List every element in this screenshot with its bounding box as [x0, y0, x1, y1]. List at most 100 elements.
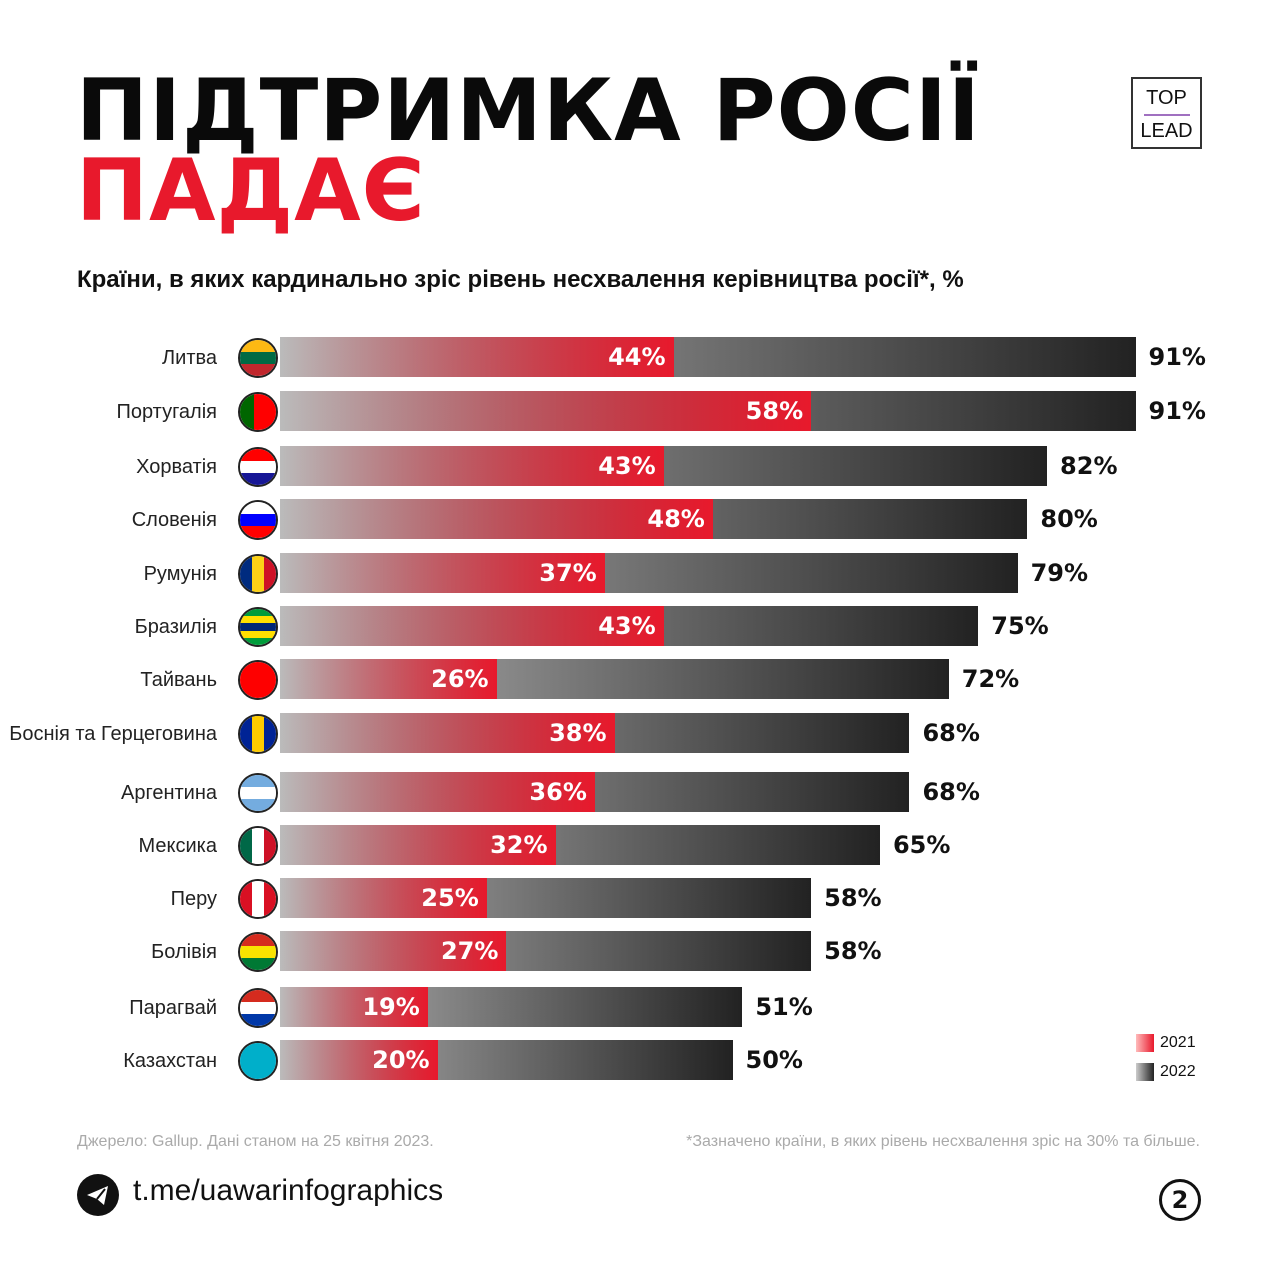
source-note: Джерело: Gallup. Дані станом на 25 квітн…	[77, 1133, 434, 1150]
legend-2022: 2022	[1136, 1063, 1196, 1081]
value-label-2022: 79%	[1030, 559, 1089, 587]
flag-icon	[238, 607, 278, 647]
value-label-2022: 65%	[892, 831, 951, 859]
legend-label: 2022	[1160, 1063, 1196, 1081]
flag-icon	[238, 500, 278, 540]
flag-icon	[238, 447, 278, 487]
logo-divider	[1143, 114, 1190, 116]
bar-row: Тайвань 26% 72%	[0, 659, 1279, 701]
bar-row: Хорватія 43% 82%	[0, 446, 1279, 488]
value-label-2021: 38%	[549, 719, 607, 747]
bar-2021	[280, 772, 595, 812]
value-label-2022: 68%	[922, 719, 980, 747]
flag-icon	[238, 714, 278, 754]
flag-icon	[238, 338, 278, 378]
bar-2021	[280, 659, 497, 699]
value-label-2021: 36%	[529, 778, 587, 806]
footnote: *Зазначено країни, в яких рівень несхвал…	[686, 1133, 1200, 1150]
country-label: Перу	[170, 888, 217, 910]
bar-2021	[280, 1040, 438, 1080]
bar-row: Бразилія 43% 75%	[0, 606, 1279, 648]
value-label-2021: 43%	[598, 452, 656, 480]
country-label: Казахстан	[123, 1050, 217, 1072]
page-number: 2	[1159, 1179, 1201, 1221]
bar-row: Словенія 48% 80%	[0, 499, 1279, 541]
bar-2021	[280, 499, 713, 539]
chart-title: Країни, в яких кардинально зріс рівень н…	[77, 266, 964, 293]
flag-icon	[238, 932, 278, 972]
value-label-2021: 44%	[608, 343, 666, 371]
country-label: Румунія	[143, 563, 217, 585]
value-label-2022: 75%	[991, 612, 1049, 640]
value-label-2021: 25%	[421, 884, 479, 912]
flag-icon	[238, 826, 278, 866]
title-line-2: ПАДАЄ	[76, 141, 426, 241]
bar-2021	[280, 878, 487, 918]
country-label: Литва	[162, 347, 217, 369]
value-label-2021: 32%	[490, 831, 548, 859]
bar-row: Болівія 27% 58%	[0, 931, 1279, 973]
country-label: Бразилія	[134, 616, 217, 638]
title-line-1: ПІДТРИМКА РОСІЇ	[76, 61, 981, 161]
country-label: Португалія	[116, 401, 218, 423]
bar-row: Аргентина 36% 68%	[0, 772, 1279, 814]
legend-label: 2021	[1160, 1034, 1196, 1052]
country-label: Тайвань	[140, 669, 217, 691]
value-label-2022: 80%	[1040, 505, 1098, 533]
bar-row: Румунія 37% 79%	[0, 553, 1279, 595]
flag-icon	[238, 988, 278, 1028]
bar-2021	[280, 987, 428, 1027]
bar-row: Перу 25% 58%	[0, 878, 1279, 920]
value-label-2022: 91%	[1148, 397, 1206, 425]
flag-icon	[238, 554, 278, 594]
value-label-2021: 58%	[745, 397, 804, 425]
country-label: Хорватія	[136, 456, 217, 478]
flag-icon	[238, 660, 278, 700]
value-label-2022: 91%	[1148, 343, 1206, 371]
bar-2021	[280, 337, 674, 377]
bar-2021	[280, 606, 664, 646]
top-lead-logo: TOP LEAD	[1131, 77, 1202, 149]
flag-icon	[238, 1041, 278, 1081]
legend-swatch-2022	[1136, 1063, 1154, 1081]
legend-2021: 2021	[1136, 1034, 1196, 1052]
value-label-2022: 50%	[745, 1046, 803, 1074]
bar-2021	[280, 931, 507, 971]
telegram-link[interactable]: t.me/uawarinfographics	[133, 1174, 444, 1207]
bar-2021	[280, 391, 812, 431]
bar-2021	[280, 553, 605, 593]
logo-bottom: LEAD	[1140, 120, 1193, 142]
flag-icon	[238, 773, 278, 813]
flag-icon	[238, 392, 278, 432]
flag-icon	[238, 879, 278, 919]
value-label-2021: 43%	[598, 612, 656, 640]
bar-row: Литва 44% 91%	[0, 337, 1279, 379]
value-label-2022: 51%	[755, 993, 813, 1021]
value-label-2021: 48%	[647, 505, 705, 533]
country-label: Словенія	[131, 509, 217, 531]
value-label-2022: 82%	[1060, 452, 1118, 480]
value-label-2021: 27%	[440, 937, 499, 965]
bar-row: Мексика 32% 65%	[0, 825, 1279, 867]
bar-row: Португалія 58% 91%	[0, 391, 1279, 433]
bar-row: Боснія та Герцеговина 38% 68%	[0, 713, 1279, 755]
country-label: Болівія	[151, 941, 217, 963]
country-label: Аргентина	[121, 782, 217, 804]
value-label-2022: 58%	[824, 884, 882, 912]
value-label-2022: 68%	[922, 778, 980, 806]
telegram-icon	[77, 1174, 119, 1216]
value-label-2021: 26%	[431, 665, 489, 693]
country-label: Мексика	[138, 835, 217, 857]
country-label: Парагвай	[129, 997, 217, 1019]
bar-row: Парагвай 19% 51%	[0, 987, 1279, 1029]
value-label-2021: 37%	[539, 559, 597, 587]
bar-2021	[280, 713, 615, 753]
country-label: Боснія та Герцеговина	[9, 723, 217, 745]
value-label-2022: 72%	[961, 665, 1020, 693]
bar-2021	[280, 825, 556, 865]
value-label-2022: 58%	[824, 937, 882, 965]
value-label-2021: 19%	[362, 993, 420, 1021]
logo-top: TOP	[1146, 87, 1187, 109]
bar-row: Казахстан 20% 50%	[0, 1040, 1279, 1082]
value-label-2021: 20%	[372, 1046, 430, 1074]
